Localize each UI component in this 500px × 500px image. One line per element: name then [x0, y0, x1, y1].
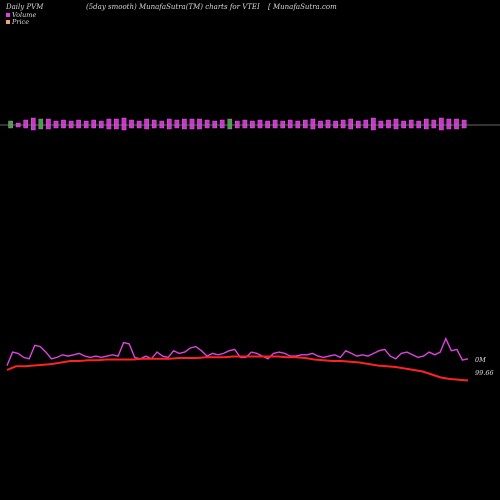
volume-bar: [204, 119, 210, 129]
volume-bar: [439, 117, 444, 131]
volume-bar: [454, 118, 459, 130]
volume-bar: [393, 118, 399, 130]
volume-bar: [151, 119, 157, 129]
volume-bar: [189, 118, 195, 130]
volume-bar: [46, 118, 51, 130]
volume-bar: [83, 120, 89, 129]
site-credit: [ MunafaSutra.com: [268, 3, 337, 11]
volume-bar: [38, 118, 44, 130]
volume-bar: [76, 119, 81, 129]
volume-bar: [340, 119, 346, 129]
volume-bar: [431, 119, 437, 129]
volume-bar: [166, 118, 172, 130]
volume-bar: [136, 120, 142, 129]
volume-bar: [212, 120, 218, 129]
volume-bar: [114, 118, 119, 130]
volume-bar: [144, 118, 149, 130]
price-line: [6, 355, 469, 382]
volume-bar: [461, 119, 467, 129]
volume-bar: [272, 119, 278, 129]
volume-bar: [91, 119, 96, 129]
legend-volume-swatch: [6, 13, 10, 17]
legend-price-swatch: [6, 20, 10, 24]
volume-bar: [378, 120, 384, 129]
price-value-label: 99.66: [475, 369, 494, 377]
volume-bar: [303, 119, 308, 129]
volume-bar: [31, 117, 36, 131]
legend-price-label: Price: [12, 18, 30, 26]
volume-bar: [219, 119, 225, 129]
volume-bar: [356, 120, 361, 129]
volume-bar: [424, 118, 429, 130]
volume-bar: [325, 119, 331, 129]
volume-bar: [348, 118, 354, 130]
chart-title-left: Daily PVM: [6, 3, 44, 11]
volume-bar: [61, 119, 66, 129]
volume-bar: [242, 119, 248, 129]
volume-bar: [234, 120, 240, 129]
volume-bar: [310, 118, 316, 130]
volume-line: [6, 336, 469, 366]
volume-bar: [280, 120, 286, 129]
volume-bar: [23, 119, 29, 129]
volume-bar: [386, 119, 391, 129]
volume-bar: [401, 120, 406, 129]
volume-bar: [53, 120, 59, 129]
volume-bar: [371, 117, 376, 131]
volume-bar: [446, 118, 452, 130]
volume-bar: [287, 119, 293, 129]
volume-bar: [416, 120, 422, 129]
chart-title: (5day smooth) MunafaSutra(TM) charts for…: [86, 3, 260, 11]
legend-volume: Volume: [6, 11, 36, 19]
volume-bar: [106, 118, 112, 130]
volume-bar: [318, 120, 323, 129]
volume-bar: [257, 119, 263, 129]
volume-bar: [408, 119, 414, 129]
volume-bar: [68, 120, 74, 129]
volume-bar: [295, 120, 301, 129]
volume-bar: [227, 118, 233, 130]
legend-price: Price: [6, 18, 29, 26]
volume-bar: [159, 120, 165, 129]
volume-bar: [182, 118, 187, 130]
volume-bars: [8, 117, 467, 131]
volume-bar: [250, 120, 255, 129]
volume-bar: [98, 120, 104, 129]
volume-bar: [333, 120, 338, 129]
volume-bar: [8, 120, 13, 129]
volume-bar: [265, 120, 270, 129]
volume-bar: [197, 118, 202, 130]
legend-volume-label: Volume: [12, 11, 37, 19]
volume-value-label: 0M: [475, 356, 486, 364]
volume-bar: [121, 117, 127, 131]
volume-bar: [174, 119, 180, 129]
volume-bar: [363, 119, 369, 129]
volume-bar: [129, 119, 134, 129]
